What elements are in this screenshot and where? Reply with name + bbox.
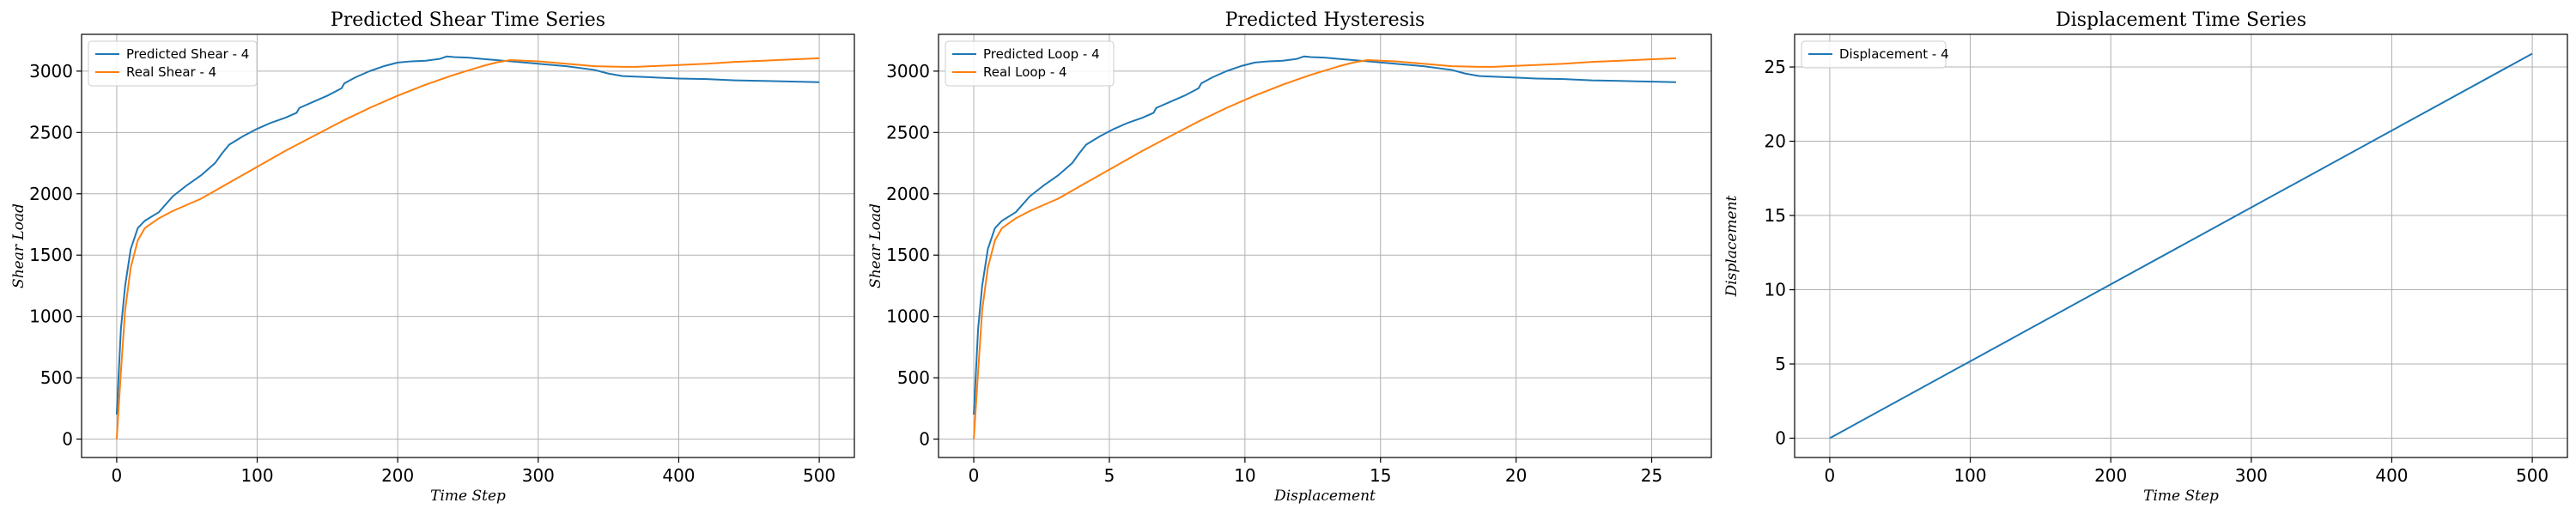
y-axis-label: Shear Load <box>867 203 884 288</box>
legend: Displacement - 4 <box>1801 40 1949 69</box>
y-axis-label: Shear Load <box>10 203 27 288</box>
legend-box <box>945 40 1115 87</box>
series-line-2 <box>973 57 1676 439</box>
series-line-2 <box>115 57 820 439</box>
legend: Predicted Loop - 4 Real Loop - 4 <box>945 40 1115 87</box>
x-tick-label: 400 <box>2375 465 2408 486</box>
series-line-1 <box>1829 52 2533 439</box>
y-tick-label: 25 <box>1765 57 1786 77</box>
series-line-1 <box>115 55 820 415</box>
y-tick-label: 1000 <box>886 306 930 327</box>
y-tick-label: 2500 <box>886 122 930 142</box>
y-tick-label: 3000 <box>886 61 930 82</box>
y-tick-label: 15 <box>1765 205 1786 226</box>
legend-label: Real Loop - 4 <box>983 64 1067 80</box>
y-tick-label: 2500 <box>29 122 73 142</box>
x-axis-label: Displacement <box>1273 488 1376 505</box>
legend-box <box>88 40 258 87</box>
x-tick-label: 400 <box>662 465 695 486</box>
y-axis-label: Displacement <box>1723 195 1741 297</box>
legend: Predicted Shear - 4 Real Shear - 4 <box>88 40 258 87</box>
y-tick-label: 0 <box>62 429 73 450</box>
x-tick-label: 0 <box>969 465 980 486</box>
y-tick-label: 1000 <box>29 306 73 327</box>
x-tick-label: 25 <box>1641 465 1662 486</box>
x-tick-label: 0 <box>112 465 123 486</box>
y-tick-label: 500 <box>40 367 73 388</box>
x-tick-label: 200 <box>2094 465 2127 486</box>
axes-frame <box>81 33 855 458</box>
legend-box <box>1801 40 1947 69</box>
y-tick-label: 2000 <box>886 184 930 204</box>
y-tick-label: 0 <box>919 429 930 450</box>
y-tick-label: 20 <box>1765 131 1786 152</box>
chart-title: Displacement Time Series <box>2056 9 2306 31</box>
series-line-1 <box>973 55 1676 415</box>
x-tick-label: 0 <box>1825 465 1836 486</box>
x-tick-label: 20 <box>1505 465 1527 486</box>
legend-label: Predicted Loop - 4 <box>983 46 1100 62</box>
x-tick-label: 10 <box>1234 465 1255 486</box>
chart-panel-3: 0 100 200 300 400 500 0 5 10 15 20 25 Displacement T… <box>1723 9 2568 505</box>
x-tick-label: 100 <box>1953 465 1986 486</box>
x-tick-label: 300 <box>2235 465 2268 486</box>
x-tick-label: 300 <box>522 465 555 486</box>
legend-label: Displacement - 4 <box>1839 46 1949 62</box>
x-axis-label: Time Step <box>2143 488 2219 505</box>
legend-label: Real Shear - 4 <box>126 64 216 80</box>
y-tick-label: 3000 <box>29 61 73 82</box>
x-tick-label: 200 <box>381 465 414 486</box>
y-tick-label: 0 <box>1775 428 1786 449</box>
x-tick-label: 5 <box>1104 465 1115 486</box>
x-tick-label: 500 <box>803 465 835 486</box>
y-tick-label: 2000 <box>29 184 73 204</box>
chart-panel-1: 0 100 200 300 400 500 0 500 1000 1500 2000 2500 3000… <box>10 9 855 505</box>
y-tick-label: 1500 <box>886 245 930 265</box>
x-axis-label: Time Step <box>430 488 506 505</box>
chart-panel-2: 0 5 10 15 20 25 0 500 1000 1500 2000 2500 3000 Predic… <box>867 9 1712 505</box>
y-tick-label: 1500 <box>29 245 73 265</box>
axes-frame <box>938 33 1712 458</box>
x-tick-label: 500 <box>2516 465 2549 486</box>
y-tick-label: 5 <box>1775 354 1786 374</box>
axes-frame <box>1794 33 2568 458</box>
chart-title: Predicted Shear Time Series <box>331 9 605 31</box>
y-tick-label: 500 <box>897 367 930 388</box>
x-tick-label: 15 <box>1370 465 1391 486</box>
x-tick-label: 100 <box>240 465 273 486</box>
legend-label: Predicted Shear - 4 <box>126 46 249 62</box>
y-tick-label: 10 <box>1765 280 1786 300</box>
chart-title: Predicted Hysteresis <box>1225 9 1425 31</box>
